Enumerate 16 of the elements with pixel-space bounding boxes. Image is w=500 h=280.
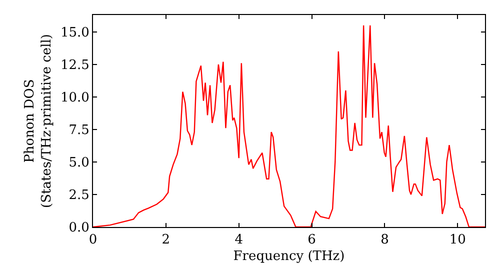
x-tick-label: 0 [88, 232, 98, 248]
y-tick-label: 7.5 [68, 123, 90, 138]
line-series [93, 24, 485, 227]
x-tick-label: 10 [449, 232, 466, 248]
y-tick-label: 5.0 [68, 156, 90, 171]
y-axis-title: Phonon DOS (States/THz·primitive cell) [22, 34, 54, 208]
x-tick-label: 2 [162, 232, 170, 248]
y-tick-label: 12.5 [60, 58, 90, 73]
y-tick-label: 0.0 [68, 220, 90, 236]
y-tick-label: 2.5 [68, 188, 90, 204]
y-tick-label: 15.0 [60, 25, 90, 40]
y-tick-label: 10.0 [60, 90, 90, 106]
x-tick-label: 4 [234, 232, 243, 248]
x-tick-label: 8 [380, 232, 389, 248]
x-tick-label: 6 [308, 232, 316, 248]
x-axis-title: Frequency (THz) [233, 249, 345, 264]
